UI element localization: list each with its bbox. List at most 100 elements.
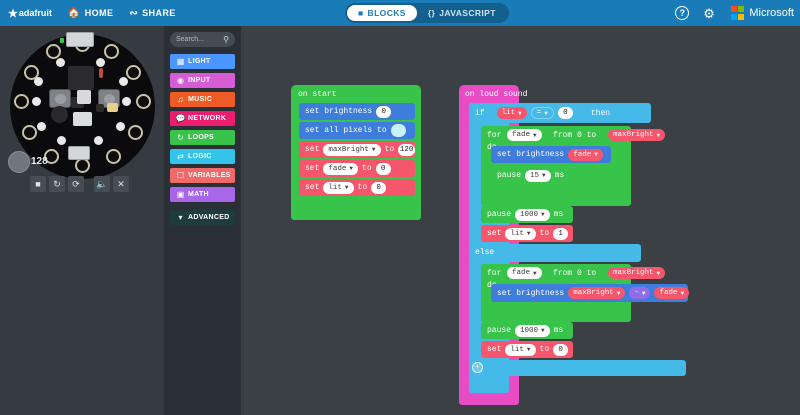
search-placeholder: Search... xyxy=(176,36,205,43)
block-set-brightness-expr[interactable]: set brightness maxBright ▼ - ▼ fade ▼ xyxy=(491,284,690,302)
gear-icon[interactable]: ⚙ xyxy=(703,5,715,21)
brightness-value[interactable]: 0 xyxy=(376,105,392,118)
set-all-pixels-label: set all pixels to xyxy=(305,126,387,135)
comparison-operator[interactable]: = ▼ xyxy=(530,107,554,119)
block-pause-15[interactable]: pause 15 ▼ ms xyxy=(491,167,579,184)
light-level-slider[interactable] xyxy=(8,151,30,173)
variable-name: fade xyxy=(573,150,592,159)
mute-button[interactable]: 🔈 xyxy=(94,176,110,192)
editor-mode-toggle[interactable]: ■ BLOCKS {} JAVASCRIPT xyxy=(345,3,509,23)
category-advanced-label: ADVANCED xyxy=(188,214,230,221)
brand-logo[interactable]: ★ adafruit xyxy=(8,7,52,20)
category-input[interactable]: ◉ INPUT xyxy=(170,73,235,88)
block-set-all-pixels[interactable]: set all pixels to xyxy=(299,122,415,139)
pad xyxy=(106,149,121,164)
block-pause-1000-else[interactable]: pause 1000 ▼ ms xyxy=(481,322,573,339)
variable-name: maxBright xyxy=(328,145,369,154)
block-if-footer[interactable] xyxy=(469,360,686,376)
pad xyxy=(22,125,37,140)
variable-lit-ref[interactable]: lit ▼ xyxy=(496,107,527,119)
pad xyxy=(14,94,29,109)
search-input[interactable]: Search... ⚲ xyxy=(170,32,235,47)
category-light[interactable]: ▦ LIGHT xyxy=(170,54,235,69)
category-advanced[interactable]: ▾ ADVANCED xyxy=(170,210,235,225)
block-set-brightness-fade[interactable]: set brightness fade ▼ xyxy=(491,146,611,163)
block-pause-1000-then[interactable]: pause 1000 ▼ ms xyxy=(481,206,573,223)
pause-duration[interactable]: 1000 ▼ xyxy=(515,208,550,221)
brand-label: adafruit xyxy=(18,8,52,18)
category-network[interactable]: 💬 NETWORK xyxy=(170,111,235,126)
home-button[interactable]: 🏠 HOME xyxy=(68,8,113,19)
block-set-lit-1[interactable]: set lit ▼ to 1 xyxy=(481,225,573,242)
then-label: then xyxy=(590,108,611,118)
set-label: set xyxy=(487,229,502,238)
slide-switch[interactable] xyxy=(77,90,91,104)
category-variables-label: VARIABLES xyxy=(188,172,231,179)
lit-value[interactable]: 0 xyxy=(553,343,569,356)
pause-duration[interactable]: 15 ▼ xyxy=(525,169,551,182)
chat-icon: 💬 xyxy=(175,114,186,123)
category-math[interactable]: ▣ MATH xyxy=(170,187,235,202)
block-else-header[interactable]: else xyxy=(469,244,641,262)
fade-value[interactable]: 0 xyxy=(375,162,391,175)
block-set-maxbright[interactable]: set maxBright ▼ to 120 xyxy=(299,141,415,158)
add-branch-button[interactable]: + xyxy=(472,362,483,373)
set-label: set xyxy=(487,345,502,354)
category-variables[interactable]: ☐ VARIABLES xyxy=(170,168,235,183)
block-set-lit-0[interactable]: set lit ▼ to 0 xyxy=(481,341,573,358)
fullscreen-button[interactable]: ✕ xyxy=(113,176,129,192)
braces-icon: {} xyxy=(427,8,436,18)
category-logic[interactable]: ⇄ LOGIC xyxy=(170,149,235,164)
lit-value[interactable]: 1 xyxy=(553,227,569,240)
category-light-label: LIGHT xyxy=(188,58,211,65)
variable-fade-ref[interactable]: fade ▼ xyxy=(568,148,603,161)
share-button[interactable]: ∾ SHARE xyxy=(129,8,175,19)
lit-value[interactable]: 0 xyxy=(371,181,387,194)
category-loops[interactable]: ↻ LOOPS xyxy=(170,130,235,145)
restart-button[interactable]: ↻ xyxy=(49,176,65,192)
variable-fade[interactable]: fade ▼ xyxy=(323,162,359,175)
to-label: to xyxy=(539,345,550,354)
neopixel xyxy=(116,122,125,131)
debug-button[interactable]: ⟳ xyxy=(68,176,84,192)
speaker xyxy=(51,106,68,123)
block-for-then[interactable]: for fade ▼ from 0 to maxBright ▼ do xyxy=(481,126,666,206)
loop-limit-maxbright[interactable]: maxBright ▼ xyxy=(608,129,666,141)
set-label: set xyxy=(305,183,320,192)
tab-blocks[interactable]: ■ BLOCKS xyxy=(347,5,417,21)
variable-maxbright[interactable]: maxBright ▼ xyxy=(323,143,381,156)
variable-name: fade xyxy=(659,289,678,297)
loop-variable-fade[interactable]: fade ▼ xyxy=(507,129,542,141)
condition-value[interactable]: 0 xyxy=(557,107,573,119)
stop-button[interactable]: ■ xyxy=(30,176,46,192)
block-set-lit[interactable]: set lit ▼ to 0 xyxy=(299,179,415,196)
app-header: ★ adafruit 🏠 HOME ∾ SHARE ■ BLOCKS {} JA… xyxy=(0,0,800,26)
tab-javascript[interactable]: {} JAVASCRIPT xyxy=(417,5,507,21)
book-icon: ☐ xyxy=(176,171,185,180)
circuit-playground-board[interactable] xyxy=(10,32,155,179)
variable-lit[interactable]: lit ▼ xyxy=(505,343,536,356)
blocks-canvas[interactable]: on start set brightness 0 set all pixels… xyxy=(241,26,800,415)
expr-right-fade[interactable]: fade ▼ xyxy=(654,287,690,299)
variable-lit[interactable]: lit ▼ xyxy=(323,181,354,194)
if-label: if xyxy=(475,108,485,118)
set-brightness-label: set brightness xyxy=(305,107,373,116)
neopixel xyxy=(94,136,103,145)
block-set-brightness[interactable]: set brightness 0 xyxy=(299,103,415,120)
neopixel xyxy=(57,136,66,145)
chevron-down-icon: ▼ xyxy=(544,109,548,117)
pause-duration[interactable]: 1000 ▼ xyxy=(515,324,550,337)
question-icon[interactable]: ? xyxy=(675,6,690,20)
maxbright-value[interactable]: 120 xyxy=(398,143,415,156)
loop-variable-fade[interactable]: fade ▼ xyxy=(507,267,542,279)
category-music[interactable]: ♫ MUSIC xyxy=(170,92,235,107)
neopixel xyxy=(96,58,105,67)
color-swatch[interactable] xyxy=(390,124,406,137)
block-set-fade[interactable]: set fade ▼ to 0 xyxy=(299,160,415,177)
block-if-header[interactable]: if lit ▼ = ▼ 0 then xyxy=(469,103,651,123)
microsoft-squares-icon xyxy=(730,6,745,20)
math-operator[interactable]: - ▼ xyxy=(629,287,651,299)
expr-left-maxbright[interactable]: maxBright ▼ xyxy=(568,287,626,299)
variable-lit[interactable]: lit ▼ xyxy=(505,227,536,240)
loop-limit-maxbright[interactable]: maxBright ▼ xyxy=(608,267,666,279)
